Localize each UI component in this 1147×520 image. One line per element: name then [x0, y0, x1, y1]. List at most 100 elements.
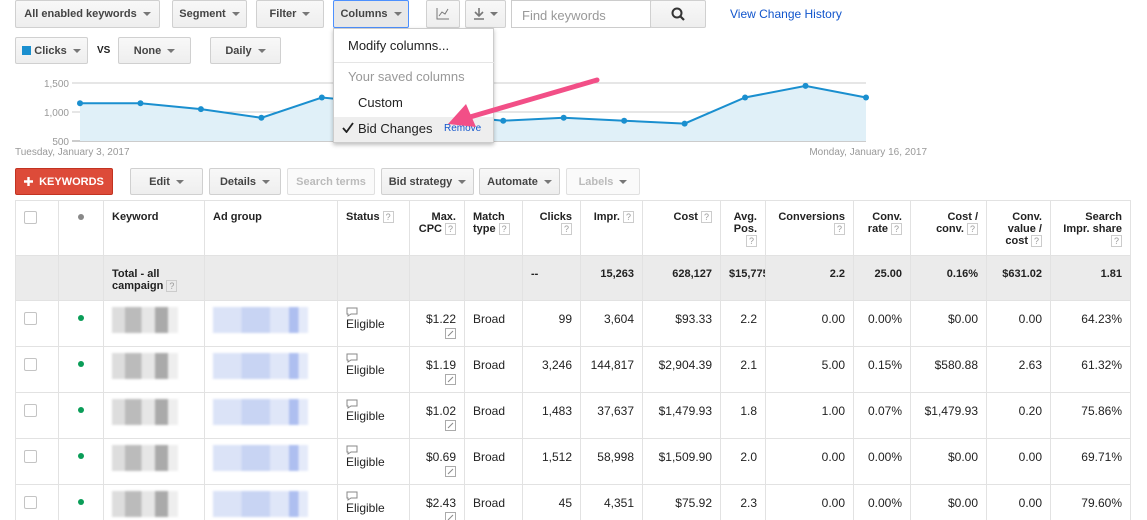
column-header[interactable]: Status? — [337, 200, 410, 256]
help-icon[interactable]: ? — [966, 223, 978, 235]
metric-swatch — [22, 46, 32, 55]
cell-text: 1,483 — [541, 404, 572, 418]
data-cell: $1.22 — [409, 300, 465, 347]
help-icon[interactable]: ? — [833, 223, 845, 235]
button[interactable]: Automate — [479, 168, 560, 195]
button[interactable]: Daily — [210, 37, 281, 64]
button[interactable]: Clicks — [15, 37, 88, 64]
menu-item-selected[interactable]: Bid Changes Remove — [334, 117, 493, 142]
help-icon[interactable]: ? — [1110, 235, 1122, 247]
cell-text: 0.00 — [821, 312, 845, 326]
edit-icon[interactable] — [445, 328, 456, 339]
help-icon[interactable]: ? — [560, 223, 572, 235]
cell-text: $93.33 — [675, 312, 712, 326]
edit-icon[interactable] — [445, 512, 456, 520]
add-keywords-button[interactable]: KEYWORDS — [15, 168, 113, 195]
help-icon[interactable]: ? — [622, 211, 634, 223]
plus-icon — [24, 177, 34, 186]
menu-divider — [334, 62, 495, 63]
button-label: Columns — [340, 8, 388, 20]
column-header[interactable]: Search Impr. share? — [1050, 200, 1131, 256]
checkbox[interactable] — [24, 404, 37, 417]
checkbox[interactable] — [24, 312, 37, 325]
button[interactable]: None — [118, 37, 191, 64]
caret — [167, 48, 176, 53]
data-cell: 58,998 — [580, 438, 643, 485]
help-icon[interactable]: ? — [166, 280, 178, 292]
column-header[interactable]: Cost / conv.? — [910, 200, 987, 256]
status-dot-cell — [58, 346, 104, 393]
keyword-row: Eligible $1.02 Broad 1,483 37,637 $1,479.93 1.… — [15, 392, 1131, 439]
help-icon[interactable]: ? — [498, 223, 510, 235]
data-cell: 0.15% — [853, 346, 911, 393]
data-cell: $1,479.93 — [910, 392, 987, 439]
button[interactable]: Bid strategy — [381, 168, 474, 195]
search-button[interactable] — [650, 0, 706, 28]
help-icon[interactable]: ? — [382, 211, 394, 223]
checkbox[interactable] — [24, 496, 37, 509]
column-header[interactable]: Avg. Pos.? — [720, 200, 766, 256]
chart-start-date: Tuesday, January 3, 2017 — [15, 147, 130, 158]
column-header[interactable]: Conv. value / cost? — [986, 200, 1051, 256]
column-header[interactable]: Keyword — [103, 200, 205, 256]
download-button[interactable] — [465, 0, 506, 28]
chart-toggle-button[interactable] — [426, 0, 460, 28]
keyword-row: Eligible $1.19 Broad 3,246 144,817 $2,904.39 2… — [15, 346, 1131, 393]
column-header[interactable]: Match type? — [464, 200, 523, 256]
button[interactable]: Edit — [130, 168, 203, 195]
checkbox[interactable] — [24, 211, 37, 224]
checkbox[interactable] — [24, 358, 37, 371]
help-icon[interactable]: ? — [1030, 235, 1042, 247]
menu-item[interactable]: Custom — [358, 95, 403, 110]
help-icon[interactable]: ? — [700, 211, 712, 223]
chart-point — [863, 94, 869, 101]
status-dot — [78, 499, 84, 505]
button[interactable]: Filter — [256, 0, 324, 28]
cell-text: 4,351 — [603, 496, 634, 510]
cell-text: 0.07% — [867, 404, 902, 418]
cell-text: 2.1 — [740, 358, 757, 372]
button[interactable]: All enabled keywords — [15, 0, 160, 28]
column-header[interactable]: Cost? — [642, 200, 721, 256]
edit-icon[interactable] — [445, 420, 456, 431]
checkbox-cell — [15, 392, 59, 439]
button-label: Automate — [487, 175, 538, 188]
edit-icon[interactable] — [445, 466, 456, 477]
help-icon[interactable]: ? — [890, 223, 902, 235]
help-icon[interactable]: ? — [745, 235, 757, 247]
edit-icon[interactable] — [445, 374, 456, 385]
view-change-history-link[interactable]: View Change History — [730, 7, 842, 21]
checkbox[interactable] — [24, 450, 37, 463]
remove-link[interactable]: Remove — [444, 123, 482, 134]
column-header[interactable]: Clicks? — [522, 200, 581, 256]
button-label: Filter — [269, 8, 297, 20]
search-icon — [671, 7, 685, 21]
menu-item[interactable]: Modify columns... — [348, 38, 450, 53]
keyword-cell — [103, 346, 205, 393]
button[interactable]: Search terms — [287, 168, 375, 195]
data-cell: 2.3 — [720, 484, 766, 520]
help-icon[interactable]: ? — [444, 223, 456, 235]
cell-text: 2.2 — [740, 312, 757, 326]
button[interactable]: Segment — [172, 0, 247, 28]
button[interactable]: Details — [209, 168, 281, 195]
cell-text: $0.69 — [425, 450, 456, 464]
data-cell: 2.2 — [720, 300, 766, 347]
column-header[interactable]: Max. CPC? — [409, 200, 465, 256]
column-header[interactable]: Impr.? — [580, 200, 643, 256]
data-cell: 1,512 — [522, 438, 581, 485]
button-label: Daily — [225, 44, 252, 57]
total-cell: $15,775.55 — [720, 255, 766, 301]
ad-bubble-icon — [346, 353, 358, 363]
column-header[interactable]: Conversions? — [765, 200, 854, 256]
cell-text: $2,904.39 — [658, 358, 712, 372]
button-label: KEYWORDS — [39, 175, 104, 188]
data-cell: Broad — [464, 346, 523, 393]
button[interactable]: Labels — [566, 168, 640, 195]
button[interactable]: Columns — [333, 0, 409, 28]
column-header[interactable]: Conv. rate? — [853, 200, 911, 256]
data-cell: $1.02 — [409, 392, 465, 439]
status-dot-cell — [58, 484, 104, 520]
column-header[interactable]: Ad group — [204, 200, 338, 256]
blurred-text — [213, 307, 308, 333]
